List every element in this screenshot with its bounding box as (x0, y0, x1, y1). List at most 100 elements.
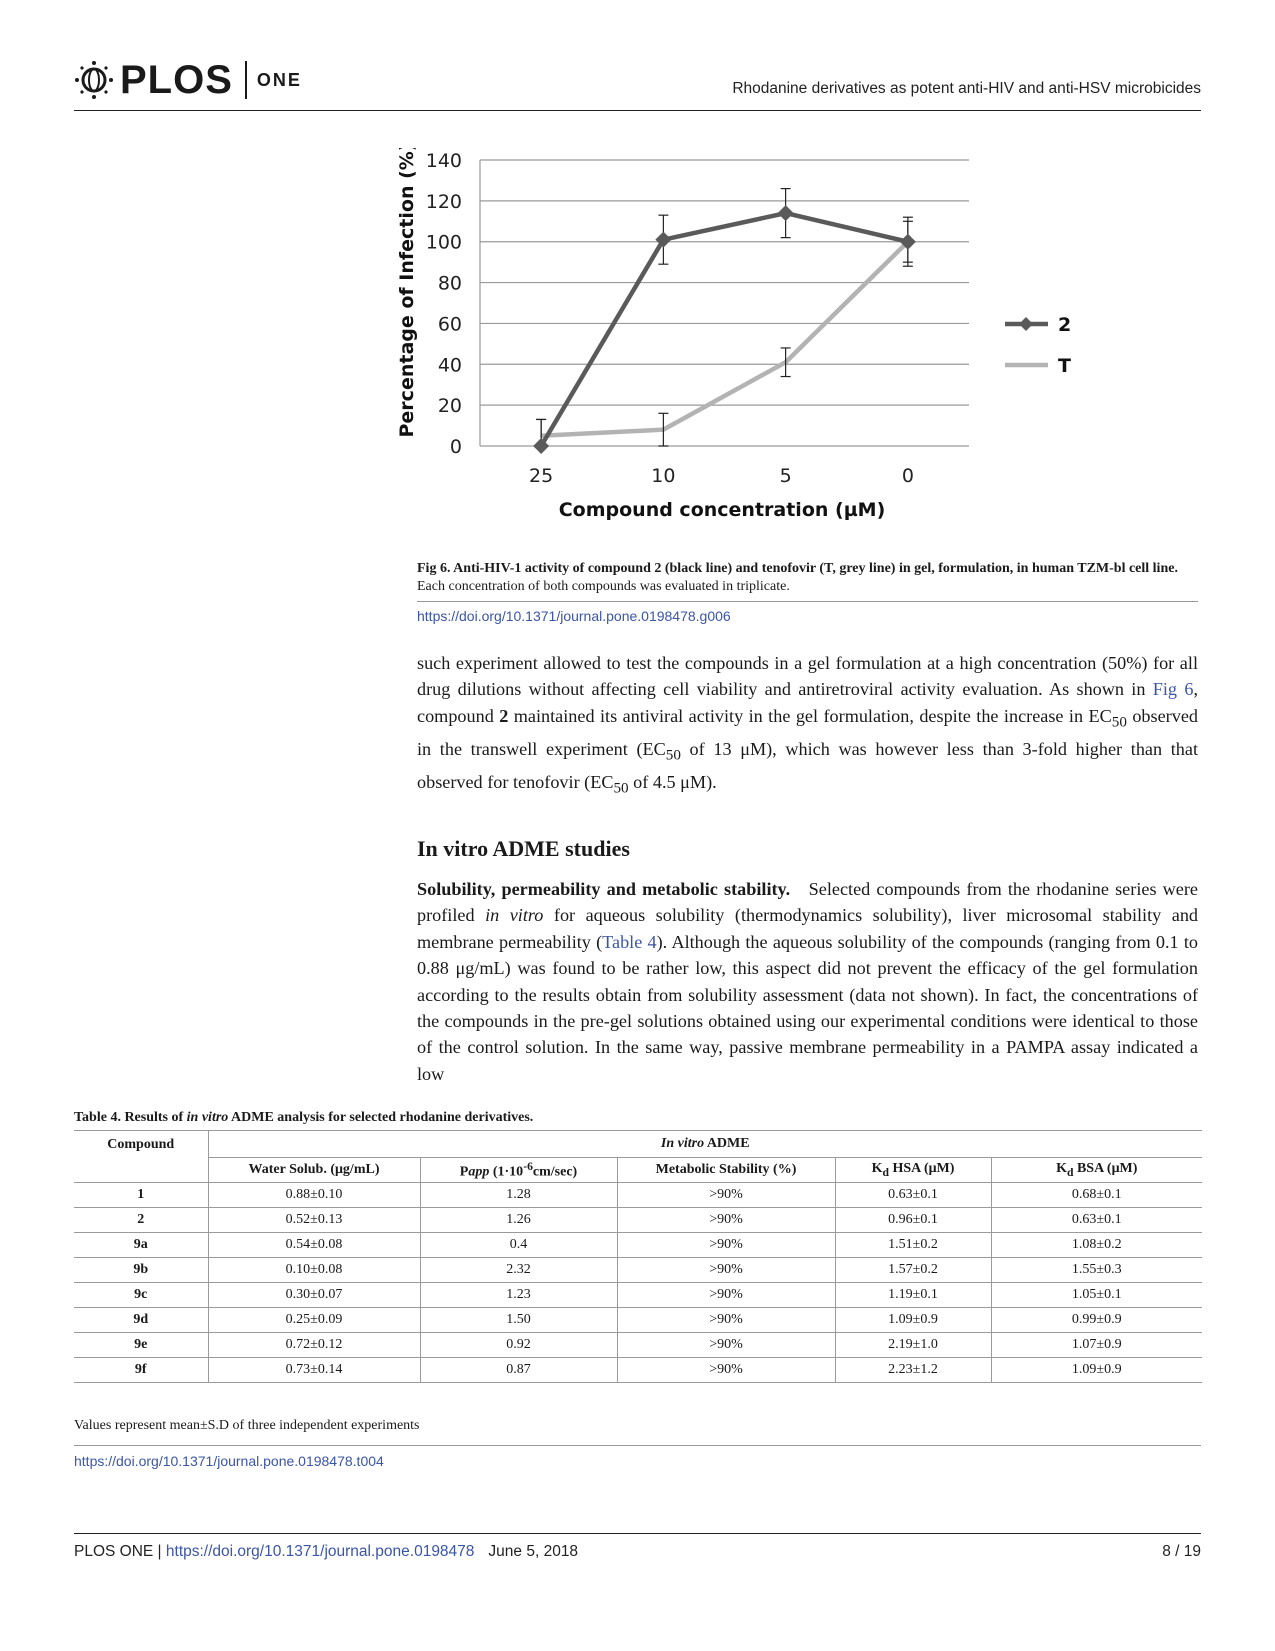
chart-legend: 2T (1005, 314, 1071, 377)
table-cell: 0.63±0.1 (991, 1207, 1202, 1233)
col-header-water: Water Solub. (μg/mL) (208, 1157, 421, 1183)
plos-globe-icon (75, 61, 113, 99)
error-bar (658, 412, 669, 447)
table-cell: >90% (617, 1282, 836, 1308)
y-tick-labels: 0 20 40 60 80 100 120 140 (426, 150, 462, 458)
table-row: 9d 0.25±0.09 1.50 >90% 1.09±0.9 0.99±0.9 (74, 1307, 1202, 1333)
y-tick-label: 120 (426, 191, 462, 213)
table-cell: 1.08±0.2 (991, 1232, 1202, 1258)
footer-divider (74, 1533, 1201, 1534)
x-tick-label: 0 (902, 465, 914, 487)
table-cell: >90% (617, 1182, 836, 1208)
data-point (533, 438, 550, 454)
table-cell: 1.51±0.2 (835, 1232, 992, 1258)
table-caption: Table 4. Results of in vitro ADME analys… (74, 1110, 534, 1125)
legend-label: T (1058, 355, 1071, 377)
table-cell: 0.52±0.13 (208, 1207, 421, 1233)
table-row: 9f 0.73±0.14 0.87 >90% 2.23±1.2 1.09±0.9 (74, 1357, 1202, 1383)
table-cell: 1.28 (420, 1182, 618, 1208)
table-cell: 1.23 (420, 1282, 618, 1308)
table-cell: 1.55±0.3 (991, 1257, 1202, 1283)
logo-one-text: ONE (256, 69, 302, 90)
table-cell: 0.88±0.10 (208, 1182, 421, 1208)
section-heading: In vitro ADME studies (417, 836, 630, 861)
table-cell: 1.57±0.2 (835, 1257, 992, 1283)
compound-cell: 9b (74, 1257, 209, 1283)
table-cell: >90% (617, 1207, 836, 1233)
table-cell: 2.32 (420, 1257, 618, 1283)
table-cell: 1.19±0.1 (835, 1282, 992, 1308)
table-cell: >90% (617, 1307, 836, 1333)
table-cell: 0.68±0.1 (991, 1182, 1202, 1208)
figure-divider (417, 601, 1198, 602)
table-footnote: Values represent mean±S.D of three indep… (74, 1418, 420, 1433)
table-doi-link[interactable]: https://doi.org/10.1371/journal.pone.019… (74, 1453, 384, 1469)
table-divider (74, 1445, 1201, 1446)
table-cell: 2.23±1.2 (835, 1357, 992, 1383)
footer-date: June 5, 2018 (488, 1543, 579, 1560)
y-tick-label: 20 (438, 395, 462, 417)
table-cell: 1.50 (420, 1307, 618, 1333)
table-cell: 1.05±0.1 (991, 1282, 1202, 1308)
compound-cell: 2 (74, 1207, 209, 1233)
table-cell: 0.72±0.12 (208, 1332, 421, 1358)
footer-doi-link[interactable]: https://doi.org/10.1371/journal.pone.019… (165, 1543, 475, 1560)
table-row: 9b 0.10±0.08 2.32 >90% 1.57±0.2 1.55±0.3 (74, 1257, 1202, 1283)
y-tick-label: 140 (426, 150, 462, 172)
col-header-compound: Compound (74, 1130, 209, 1183)
logo-plos-text: PLOS (120, 57, 233, 102)
table-cell: 0.73±0.14 (208, 1357, 421, 1383)
footer-citation: PLOS ONE | https://doi.org/10.1371/journ… (74, 1543, 579, 1560)
table-cell: 0.87 (420, 1357, 618, 1383)
table-cell: 2.19±1.0 (835, 1332, 992, 1358)
subsection-heading: Solubility, permeability and metabolic s… (417, 879, 791, 899)
col-group-header: In vitro ADME (208, 1130, 1202, 1158)
figure-caption-text: Each concentration of both compounds was… (417, 579, 790, 594)
compound-cell: 9a (74, 1232, 209, 1258)
table4-link[interactable]: Table 4 (602, 931, 657, 952)
compound-cell: 9e (74, 1332, 209, 1358)
x-tick-label: 10 (651, 465, 675, 487)
series-T (536, 220, 913, 447)
series-line (541, 240, 910, 439)
table-cell: 0.99±0.9 (991, 1307, 1202, 1333)
table-cell: 0.10±0.08 (208, 1257, 421, 1283)
adme-table: Compound In vitro ADME Water Solub. (μg/… (74, 1130, 1202, 1383)
table-cell: 1.26 (420, 1207, 618, 1233)
table-row: 9e 0.72±0.12 0.92 >90% 2.19±1.0 1.07±0.9 (74, 1332, 1202, 1358)
plos-logo[interactable]: PLOS ONE (74, 56, 302, 104)
body-paragraph-1: such experiment allowed to test the comp… (417, 653, 1199, 797)
x-tick-label: 5 (780, 465, 792, 487)
fig6-link[interactable]: Fig 6 (1152, 679, 1194, 700)
table-cell: 0.25±0.09 (208, 1307, 421, 1333)
table-row: 9c 0.30±0.07 1.23 >90% 1.19±0.1 1.05±0.1 (74, 1282, 1202, 1308)
legend-marker (1019, 317, 1033, 331)
figure-doi-link[interactable]: https://doi.org/10.1371/journal.pone.019… (417, 608, 731, 624)
compound-cell: 9f (74, 1357, 209, 1383)
table-cell: 0.96±0.1 (835, 1207, 992, 1233)
y-tick-label: 60 (438, 313, 462, 335)
legend-item: T (1005, 355, 1071, 377)
header-divider (74, 110, 1201, 111)
x-axis-title: Compound concentration (µM) (559, 499, 886, 521)
table-cell: 0.30±0.07 (208, 1282, 421, 1308)
table-cell: >90% (617, 1357, 836, 1383)
compound-cell: 9c (74, 1282, 209, 1308)
figure-caption-title: Fig 6. Anti-HIV-1 activity of compound 2… (417, 561, 1178, 576)
series-2 (533, 187, 916, 454)
legend-label: 2 (1058, 314, 1071, 336)
table-cell: 0.4 (420, 1232, 618, 1258)
table-row: 1 0.88±0.10 1.28 >90% 0.63±0.1 0.68±0.1 (74, 1182, 1202, 1208)
x-tick-labels: 25 10 5 0 (529, 465, 914, 487)
legend-item: 2 (1005, 314, 1071, 336)
error-bar (780, 347, 791, 378)
col-header-metabolic: Metabolic Stability (%) (617, 1157, 836, 1183)
table-cell: 1.09±0.9 (835, 1307, 992, 1333)
table-row: 2 0.52±0.13 1.26 >90% 0.96±0.1 0.63±0.1 (74, 1207, 1202, 1233)
compound-cell: 1 (74, 1182, 209, 1208)
col-header-papp: Papp (1·10-6cm/sec) (420, 1157, 618, 1183)
table-cell: 0.63±0.1 (835, 1182, 992, 1208)
figure-caption: Fig 6. Anti-HIV-1 activity of compound 2… (417, 560, 1197, 596)
table-cell: >90% (617, 1232, 836, 1258)
y-tick-label: 40 (438, 354, 462, 376)
